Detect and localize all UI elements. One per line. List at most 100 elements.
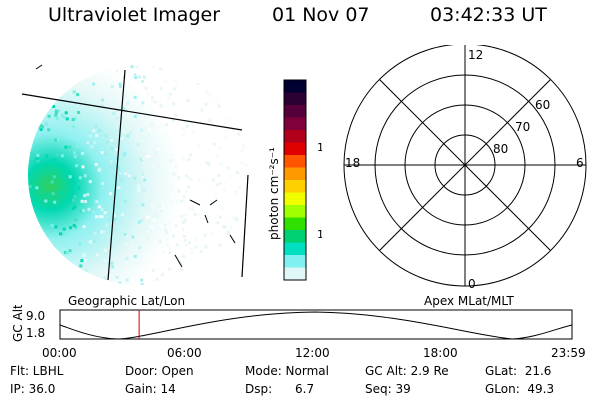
- image-pixel: [60, 114, 64, 118]
- image-pixel: [147, 150, 151, 154]
- image-pixel: [234, 210, 238, 214]
- image-pixel: [115, 275, 119, 279]
- image-pixel: [31, 276, 34, 280]
- mlt-label-6: 6: [576, 156, 584, 170]
- image-pixel: [84, 269, 88, 272]
- image-pixel: [227, 230, 230, 234]
- image-pixel: [93, 232, 97, 236]
- image-pixel: [51, 83, 55, 87]
- colorbar-frame: [283, 79, 307, 281]
- image-pixel: [52, 267, 56, 271]
- colorbar-band: [284, 142, 306, 156]
- image-pixel: [194, 245, 198, 249]
- image-pixel: [50, 180, 54, 184]
- image-pixel: [110, 96, 114, 99]
- image-pixel: [109, 166, 113, 170]
- image-pixel: [213, 215, 216, 219]
- image-pixel: [169, 246, 172, 250]
- image-pixel: [120, 178, 124, 182]
- image-pixel: [123, 93, 127, 97]
- image-pixel: [124, 172, 128, 176]
- image-pixel: [167, 221, 171, 225]
- image-pixel: [205, 92, 209, 95]
- image-pixel: [120, 137, 124, 140]
- image-pixel: [164, 123, 168, 126]
- image-pixel: [97, 205, 101, 209]
- image-pixel: [31, 73, 35, 77]
- image-pixel: [75, 164, 79, 168]
- image-pixel: [74, 79, 78, 83]
- image-pixel: [227, 253, 231, 257]
- image-pixel: [138, 184, 142, 188]
- image-pixel: [246, 73, 248, 77]
- image-pixel: [164, 194, 168, 198]
- image-pixel: [87, 207, 91, 211]
- image-pixel: [140, 128, 144, 132]
- image-pixel: [95, 253, 99, 257]
- image-pixel: [168, 267, 172, 271]
- coastline: [35, 64, 43, 70]
- image-pixel: [33, 116, 37, 120]
- image-pixel: [225, 103, 229, 107]
- mlat-label-60: 60: [535, 98, 550, 112]
- image-pixel: [204, 102, 208, 106]
- image-pixel: [183, 115, 187, 119]
- image-pixel: [211, 259, 215, 263]
- image-pixel: [45, 284, 49, 285]
- image-pixel: [246, 81, 248, 85]
- image-pixel: [44, 199, 48, 203]
- mlt-label-0: 0: [468, 277, 476, 290]
- image-pixel: [214, 270, 218, 274]
- image-pixel: [73, 77, 77, 81]
- image-pixel: [56, 116, 60, 120]
- image-pixel: [115, 69, 119, 73]
- image-pixel: [139, 157, 143, 161]
- image-pixel: [137, 187, 141, 191]
- image-pixel: [65, 82, 69, 86]
- colorbar-band: [284, 105, 306, 118]
- image-pixel: [152, 218, 156, 222]
- image-pixel: [152, 268, 156, 272]
- image-pixel: [229, 265, 233, 269]
- image-pixel: [212, 89, 216, 93]
- image-pixel: [83, 174, 87, 178]
- image-pixel: [117, 166, 121, 170]
- image-pixel: [183, 280, 187, 284]
- image-pixel: [76, 93, 80, 97]
- image-pixel: [221, 200, 225, 204]
- image-pixel: [147, 215, 151, 219]
- image-pixel: [204, 90, 208, 93]
- image-pixel: [187, 177, 191, 180]
- image-pixel: [237, 233, 241, 237]
- image-pixel: [100, 103, 104, 107]
- image-pixel: [54, 79, 58, 83]
- coastline: [174, 254, 183, 268]
- image-pixel: [81, 165, 85, 169]
- image-pixel: [216, 212, 220, 216]
- image-pixel: [185, 280, 189, 284]
- image-pixel: [164, 223, 167, 227]
- image-pixel: [74, 218, 78, 222]
- image-pixel: [177, 189, 181, 193]
- image-pixel: [155, 277, 159, 281]
- image-pixel: [31, 188, 35, 192]
- image-pixel: [68, 278, 72, 282]
- image-pixel: [59, 257, 63, 261]
- image-pixel: [118, 281, 122, 285]
- image-pixel: [215, 98, 219, 102]
- image-pixel: [29, 74, 33, 78]
- colorbar-band: [284, 167, 306, 181]
- image-pixel: [170, 154, 174, 157]
- image-pixel: [228, 94, 232, 98]
- image-pixel: [178, 146, 182, 150]
- image-pixel: [172, 172, 176, 176]
- image-pixel: [95, 215, 98, 219]
- colorbar-gradient: [284, 80, 306, 281]
- image-pixel: [57, 109, 61, 113]
- image-pixel: [228, 77, 231, 81]
- image-pixel: [133, 254, 137, 258]
- image-pixel: [180, 164, 184, 168]
- image-pixel: [203, 232, 207, 236]
- image-pixel: [68, 249, 72, 253]
- ip-value: IP: 36.0: [10, 382, 56, 396]
